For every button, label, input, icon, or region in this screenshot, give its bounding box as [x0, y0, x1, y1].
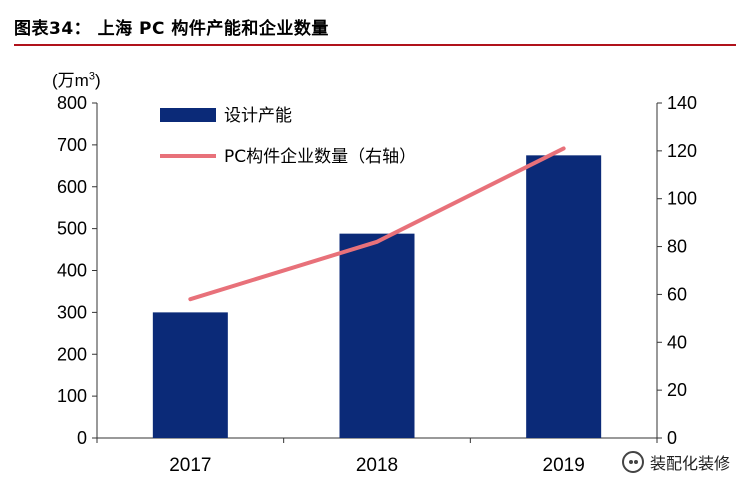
wechat-icon	[621, 451, 644, 473]
left-axis-unit-label: (万m3)	[52, 70, 101, 90]
x-tick-label: 2017	[169, 455, 211, 476]
legend-swatch-bar	[160, 108, 216, 122]
legend-label-line: PC构件企业数量（右轴）	[224, 147, 416, 167]
x-tick-label: 2019	[543, 455, 585, 476]
left-tick-label: 200	[57, 344, 87, 364]
line-point	[562, 147, 565, 150]
left-tick-label: 300	[57, 302, 87, 322]
left-tick-label: 800	[57, 93, 87, 113]
right-tick-label: 80	[667, 237, 687, 257]
bar	[526, 155, 602, 438]
left-tick-label: 0	[77, 428, 87, 448]
line-point	[376, 240, 378, 243]
left-tick-label: 400	[57, 261, 87, 281]
x-tick-label: 2018	[356, 455, 398, 476]
bar	[152, 312, 228, 438]
watermark-text: 装配化装修	[649, 454, 730, 473]
right-tick-label: 20	[667, 380, 687, 400]
left-tick-label: 700	[57, 135, 87, 155]
legend-label-bar: 设计产能	[224, 106, 292, 126]
right-tick-label: 60	[667, 284, 687, 304]
left-tick-label: 600	[57, 177, 87, 197]
watermark: 装配化装修	[621, 450, 730, 474]
bar	[339, 233, 415, 438]
right-tick-label: 120	[667, 141, 697, 161]
right-tick-label: 40	[667, 332, 687, 352]
right-tick-label: 140	[667, 93, 697, 113]
right-tick-label: 0	[667, 428, 677, 448]
line-point	[189, 298, 192, 301]
left-tick-label: 500	[57, 219, 87, 239]
left-tick-label: 100	[57, 386, 87, 406]
right-tick-label: 100	[667, 189, 697, 209]
title-divider	[14, 44, 736, 46]
figure-title: 图表34： 上海 PC 构件产能和企业数量	[14, 19, 329, 39]
